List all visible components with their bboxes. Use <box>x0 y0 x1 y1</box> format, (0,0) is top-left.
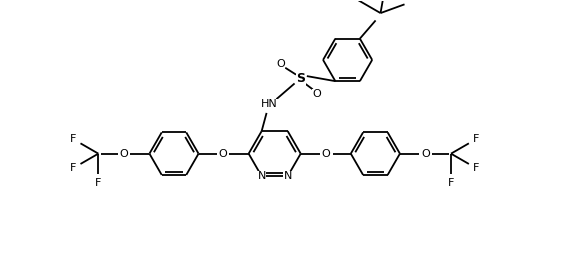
Text: O: O <box>276 59 284 69</box>
Text: F: F <box>473 134 480 144</box>
Text: N: N <box>258 171 266 181</box>
Text: O: O <box>421 149 430 159</box>
Text: O: O <box>322 149 331 159</box>
Text: F: F <box>69 163 76 173</box>
Text: O: O <box>218 149 228 159</box>
Text: F: F <box>448 178 454 188</box>
Text: HN: HN <box>261 99 278 109</box>
Text: N: N <box>283 171 292 181</box>
Text: F: F <box>473 163 480 173</box>
Text: F: F <box>95 178 101 188</box>
Text: O: O <box>312 89 321 99</box>
Text: S: S <box>296 72 306 85</box>
Text: F: F <box>69 134 76 144</box>
Text: O: O <box>119 149 128 159</box>
